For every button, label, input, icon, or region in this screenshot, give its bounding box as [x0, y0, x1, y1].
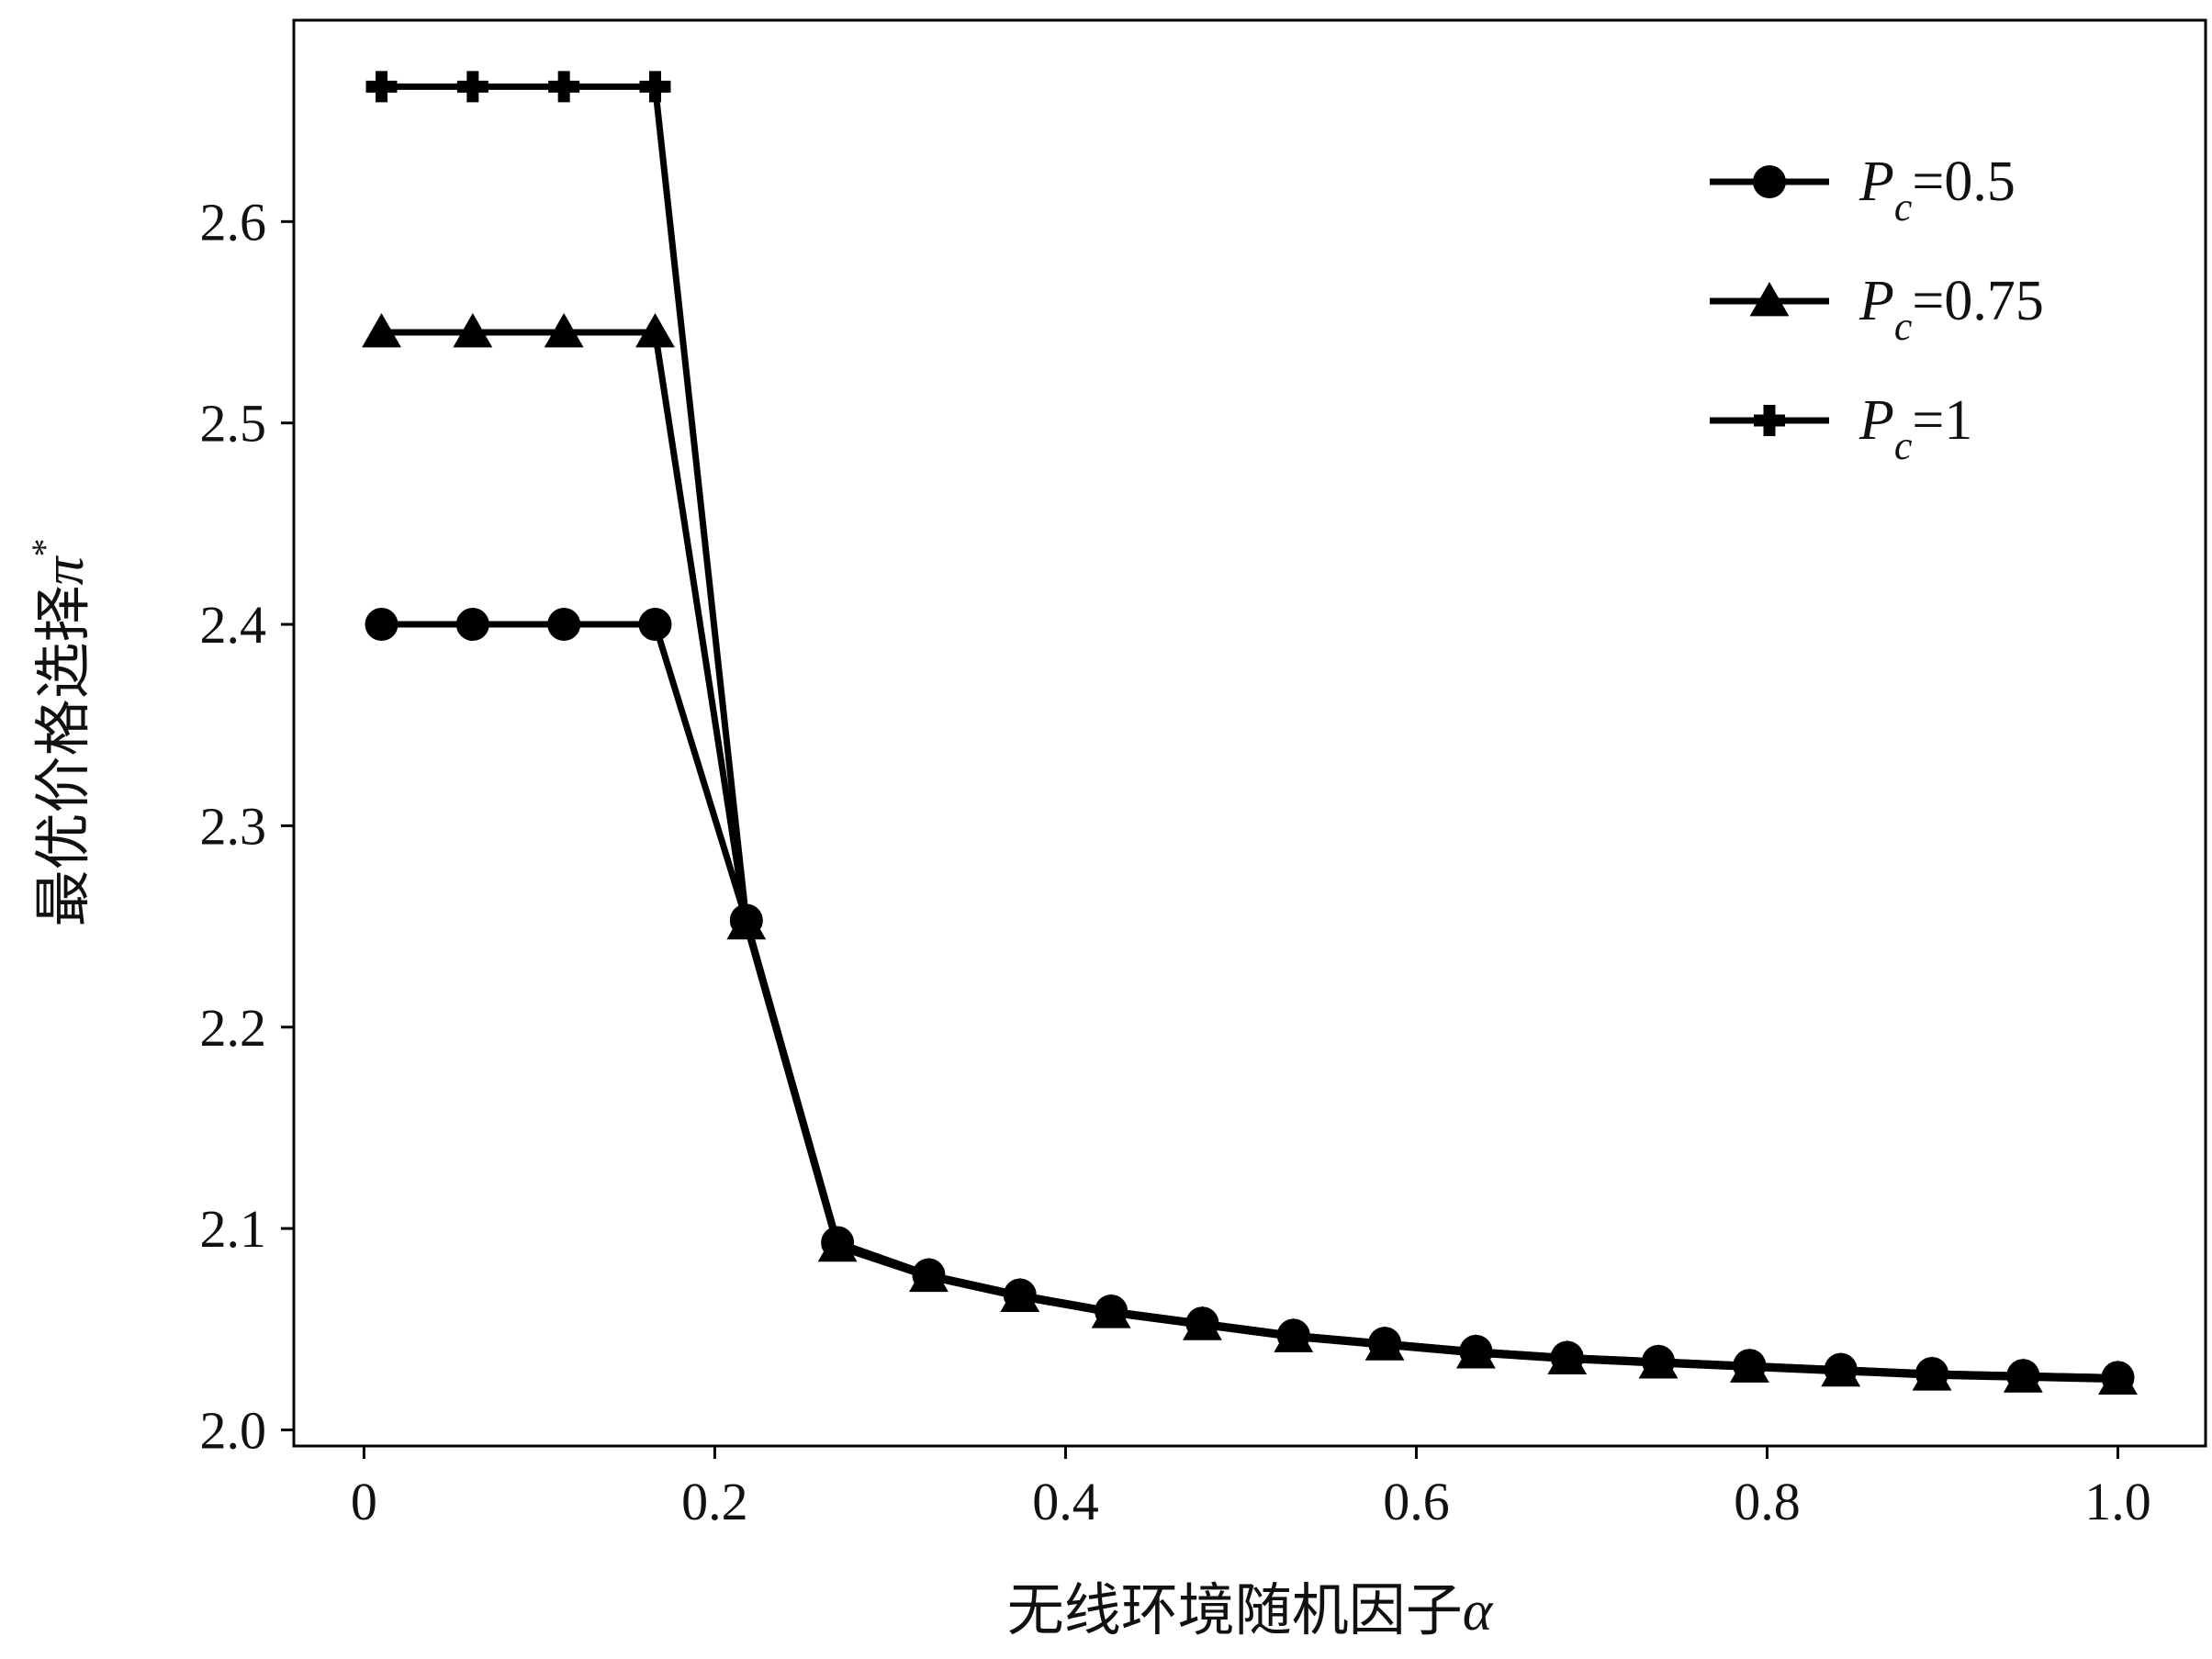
legend-marker-plus	[1754, 405, 1785, 436]
data-point-triangle	[544, 312, 584, 348]
series-line	[381, 83, 2118, 1381]
x-tick-label: 0	[351, 1472, 377, 1531]
data-point-plus	[1095, 1295, 1128, 1328]
data-point-plus	[822, 1227, 854, 1259]
legend-item: Pc=0.75	[1710, 270, 2044, 349]
legend-label: Pc=1	[1858, 389, 1972, 468]
data-point-plus	[1643, 1345, 1675, 1377]
data-point-circle	[547, 608, 581, 642]
data-point-plus	[730, 904, 762, 936]
data-point-plus	[2007, 1360, 2039, 1392]
series-circle	[365, 608, 2135, 1395]
data-point-plus	[913, 1259, 945, 1291]
y-tick-label: 2.1	[200, 1199, 267, 1259]
data-point-triangle	[635, 312, 675, 348]
data-point-plus	[456, 71, 488, 103]
series-line	[381, 329, 2118, 1384]
x-tick-label: 0.2	[681, 1472, 748, 1531]
x-tick-label: 0.6	[1383, 1472, 1450, 1531]
legend-value: =0.75	[1912, 270, 2043, 332]
series-layer	[362, 71, 2138, 1395]
plot-frame	[292, 18, 2207, 1448]
y-axis-label-superscript: *	[24, 538, 65, 556]
data-point-plus	[1460, 1335, 1492, 1367]
y-tick-label: 2.4	[200, 595, 267, 655]
y-axis-label-text: 最优价格选择	[33, 586, 95, 927]
data-point-plus	[1551, 1341, 1583, 1373]
y-axis-label: 最优价格选择π*	[24, 538, 95, 926]
data-point-triangle	[453, 312, 493, 348]
data-point-circle	[638, 608, 672, 642]
y-tick-label: 2.6	[200, 192, 267, 252]
data-point-circle	[365, 608, 399, 642]
y-tick-label: 2.5	[200, 394, 267, 454]
legend-marker-circle	[1753, 165, 1786, 198]
legend-symbol: P	[1858, 151, 1894, 213]
legend-symbol: P	[1858, 270, 1894, 332]
legend-value: =1	[1912, 389, 1972, 452]
data-point-plus	[1004, 1279, 1036, 1311]
series-line	[381, 621, 2118, 1381]
legend-label: Pc=0.5	[1858, 151, 2016, 230]
legend-value: =0.5	[1912, 151, 2015, 213]
legend-item: Pc=0.5	[1710, 151, 2016, 230]
data-point-plus	[1916, 1358, 1948, 1390]
y-tick-label: 2.3	[200, 796, 267, 856]
data-point-triangle	[362, 312, 401, 348]
legend-subscript: c	[1894, 423, 1913, 468]
data-point-plus	[1369, 1328, 1401, 1360]
legend-subscript: c	[1894, 185, 1913, 230]
y-axis-ticks: 2.0 2.1 2.2 2.3 2.4 2.5 2.6	[200, 192, 294, 1460]
x-tick-label: 0.4	[1032, 1472, 1099, 1531]
x-tick-label: 1.0	[2084, 1472, 2151, 1531]
x-axis-ticks: 0 0.2 0.4 0.6 0.8 1.0	[351, 1446, 2151, 1531]
data-point-plus	[548, 71, 580, 103]
data-point-plus	[1825, 1353, 1857, 1385]
y-axis-label-symbol: π	[33, 555, 95, 586]
y-tick-label: 2.2	[200, 998, 267, 1058]
x-axis-label-text: 无线环境随机因子	[1007, 1580, 1463, 1642]
legend-symbol: P	[1858, 389, 1894, 452]
series-triangle	[362, 312, 2138, 1395]
x-axis-label-symbol: α	[1463, 1580, 1494, 1642]
legend-marker-triangle	[1749, 282, 1790, 317]
y-tick-label: 2.0	[200, 1400, 267, 1460]
data-point-plus	[639, 71, 671, 103]
legend-subscript: c	[1894, 304, 1913, 349]
legend-label: Pc=0.75	[1858, 270, 2044, 349]
data-point-plus	[1734, 1350, 1766, 1382]
x-axis-label: 无线环境随机因子α	[1007, 1580, 1494, 1642]
x-tick-label: 0.8	[1734, 1472, 1801, 1531]
series-plus	[365, 71, 2134, 1394]
data-point-plus	[2102, 1362, 2134, 1394]
legend-item: Pc=1	[1710, 389, 1972, 468]
data-point-plus	[1186, 1307, 1218, 1340]
data-point-plus	[365, 71, 398, 103]
data-point-circle	[455, 608, 489, 642]
data-point-plus	[1277, 1319, 1309, 1351]
